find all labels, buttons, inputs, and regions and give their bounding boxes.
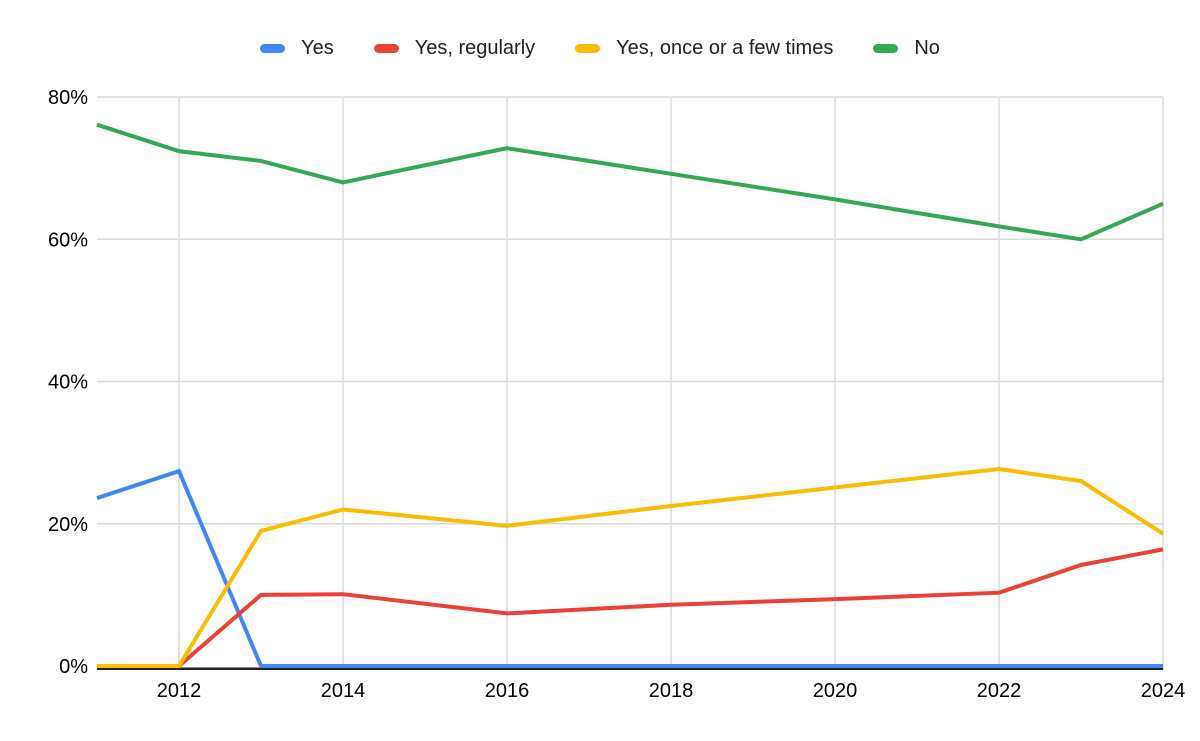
legend-item-yes-once-or-a-few-times: Yes, once or a few times <box>575 37 833 60</box>
legend-label: No <box>914 36 940 59</box>
legend-item-yes-regularly: Yes, regularly <box>373 36 536 60</box>
y-tick-label: 0% <box>59 656 88 678</box>
x-tick-label: 2012 <box>157 680 202 702</box>
series-line-no <box>96 122 1164 242</box>
x-tick-label: 2018 <box>649 680 694 702</box>
series-line-yes-once-or-a-few-times <box>97 466 1165 668</box>
legend-label: Yes, once or a few times <box>616 36 834 59</box>
legend: Yes Yes, regularly Yes, once or a few time… <box>0 33 1200 63</box>
legend-label: Yes, regularly <box>414 36 536 59</box>
x-tick-label: 2014 <box>321 680 366 702</box>
x-tick-label: 2024 <box>1141 680 1186 702</box>
legend-item-yes: Yes <box>260 37 334 60</box>
legend-item-no: No <box>873 37 940 60</box>
legend-swatch-icon <box>373 43 399 53</box>
x-axis-line <box>97 667 1163 670</box>
y-tick-label: 40% <box>48 372 88 394</box>
legend-swatch-icon <box>575 43 601 53</box>
legend-swatch-icon <box>873 43 899 53</box>
x-tick-label: 2022 <box>977 680 1022 702</box>
series-line-yes-regularly <box>97 547 1164 668</box>
legend-swatch-icon <box>260 43 286 53</box>
series-line-yes <box>96 468 1163 668</box>
x-tick-label: 2020 <box>813 680 858 702</box>
y-tick-label: 20% <box>48 514 88 536</box>
y-tick-label: 80% <box>48 87 88 109</box>
x-tick-label: 2016 <box>485 680 530 702</box>
y-tick-label: 60% <box>48 229 88 251</box>
legend-label: Yes <box>301 36 334 59</box>
